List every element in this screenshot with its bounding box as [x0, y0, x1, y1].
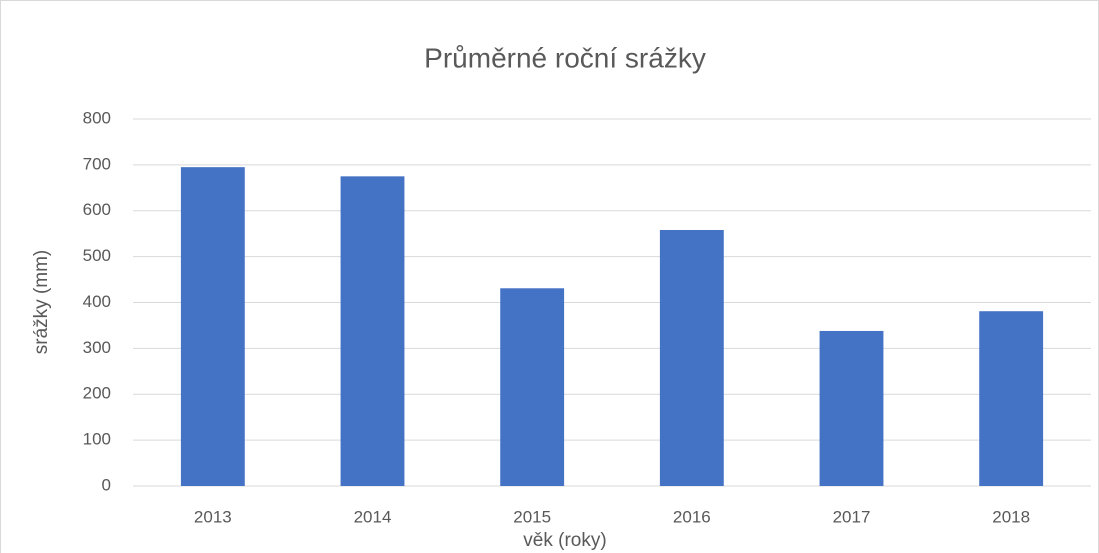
- x-tick-label: 2015: [513, 507, 551, 526]
- bar: [819, 330, 884, 486]
- chart-title: Průměrné roční srážky: [424, 42, 706, 73]
- y-tick-label: 400: [83, 292, 111, 311]
- y-tick-label: 500: [83, 246, 111, 265]
- y-axis-label: srážky (mm): [31, 250, 52, 354]
- x-tick-label: 2018: [992, 507, 1030, 526]
- y-tick-label: 800: [83, 108, 111, 127]
- x-tick-label: 2016: [673, 507, 711, 526]
- bar: [979, 311, 1044, 486]
- y-tick-label: 0: [102, 475, 111, 494]
- x-axis-label: věk (roky): [523, 530, 606, 551]
- y-tick-label: 200: [83, 384, 111, 403]
- bar: [180, 167, 245, 486]
- bar: [659, 230, 724, 486]
- x-tick-label: 2013: [194, 507, 232, 526]
- y-tick-label: 100: [83, 430, 111, 449]
- x-tick-label: 2014: [354, 507, 392, 526]
- x-tick-label: 2017: [833, 507, 871, 526]
- bar: [340, 176, 405, 486]
- y-tick-label: 600: [83, 200, 111, 219]
- bar: [500, 288, 565, 486]
- y-tick-label: 300: [83, 338, 111, 357]
- y-tick-label: 700: [83, 154, 111, 173]
